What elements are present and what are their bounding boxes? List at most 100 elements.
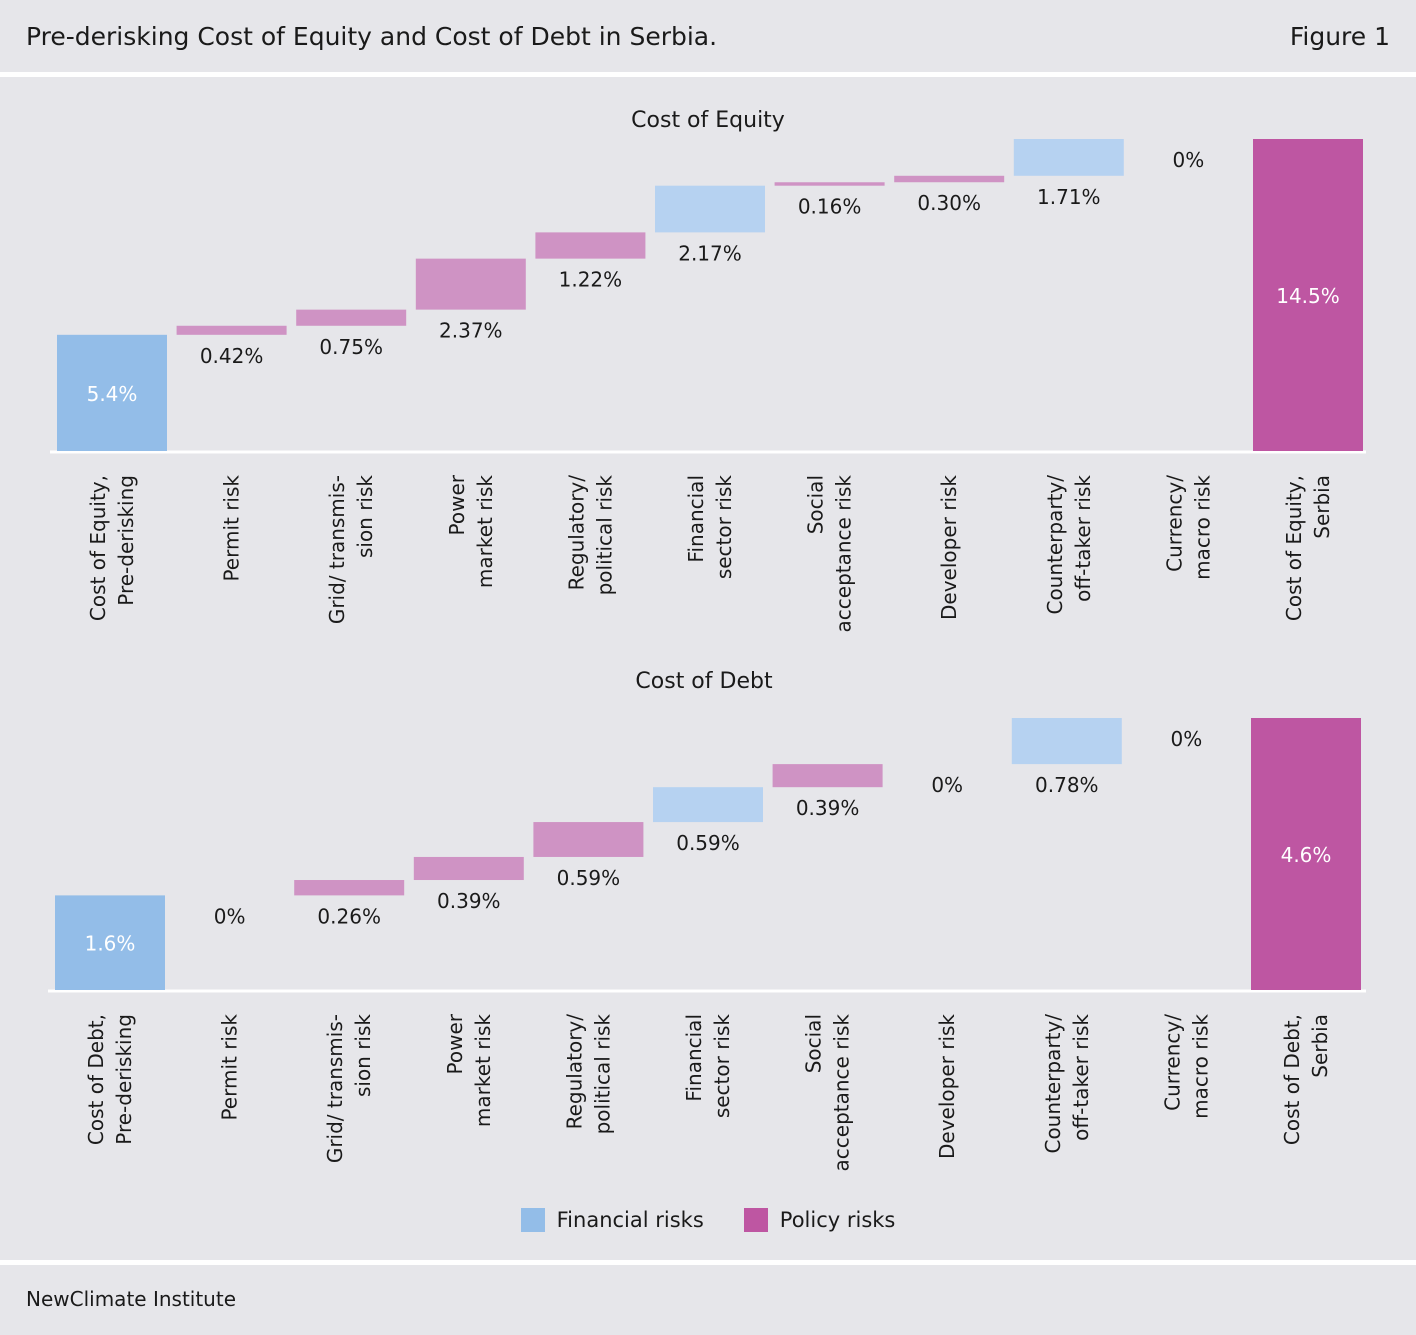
legend-label-policy: Policy risks [779, 1208, 896, 1232]
category-label: Social acceptance risk [802, 1014, 854, 1172]
category-label-line: Regulatory/ [562, 1014, 586, 1130]
waterfall-bar [55, 895, 165, 990]
value-label: 1.6% [85, 932, 136, 956]
waterfall-bar [772, 764, 883, 788]
value-label: 0.39% [437, 889, 501, 913]
category-label: Grid/ transmis-sion risk [323, 1014, 375, 1164]
waterfall-bar [57, 334, 167, 451]
category-label-line: Serbia [1308, 1014, 1332, 1078]
legend-swatch-policy [743, 1208, 768, 1232]
category-label: Cost of Equity, Serbia [1282, 475, 1334, 621]
category-label-line: Power [445, 474, 469, 535]
value-label: 0.30% [917, 191, 981, 215]
category-label: Developer risk [937, 475, 961, 620]
waterfall-bar [413, 856, 524, 881]
category-label-line: macro risk [1188, 1014, 1212, 1119]
waterfall-bar [1011, 718, 1122, 765]
waterfall-bar [294, 880, 405, 896]
footer-divider [0, 1260, 1416, 1265]
figure-header: Pre-derisking Cost of Equity and Cost of… [0, 0, 1416, 72]
chart-title: Cost of Debt [635, 669, 773, 694]
legend-item-policy: Policy risks [743, 1208, 896, 1232]
category-label: Power market risk [443, 1013, 495, 1127]
category-label: Regulatory/political risk [564, 475, 616, 596]
value-label: 0.39% [796, 796, 860, 820]
category-label-line: acceptance risk [830, 1014, 854, 1172]
value-label: 0.75% [319, 335, 383, 359]
legend-item-financial: Financial risks [520, 1208, 704, 1232]
value-label: 0.16% [798, 195, 862, 219]
category-label: Financial sector risk [684, 475, 736, 580]
category-label-line: Permit risk [218, 1014, 242, 1121]
category-label: Regulatory/political risk [562, 1014, 614, 1135]
category-label: Currency/macro risk [1162, 475, 1214, 580]
category-label-line: Regulatory/ [564, 475, 588, 591]
value-label: 4.6% [1281, 843, 1332, 867]
category-label-line: Pre-derisking [112, 1014, 136, 1145]
category-label: Counterparty/off-taker risk [1043, 475, 1095, 615]
value-label: 1.22% [559, 268, 623, 292]
category-label-line: political risk [592, 475, 616, 596]
category-label-line: off-taker risk [1071, 475, 1095, 602]
category-label: Power market risk [445, 474, 497, 588]
category-label-line: Cost of Equity, [1282, 475, 1306, 621]
category-label: Cost of Equity, Pre-derisking [86, 475, 138, 621]
category-label-line: acceptance risk [832, 475, 856, 633]
figure-number: Figure 1 [1289, 22, 1390, 51]
category-label-line: Pre-derisking [114, 475, 138, 606]
category-label-line: Grid/ transmis- [323, 1014, 347, 1163]
value-label: 0% [1173, 148, 1205, 172]
category-label: Developer risk [935, 1014, 959, 1159]
category-label-line: Currency/ [1160, 1014, 1184, 1111]
waterfall-bar [653, 787, 763, 823]
waterfall-bar [415, 258, 526, 310]
value-label: 2.37% [439, 319, 503, 343]
value-label: 5.4% [87, 382, 138, 406]
value-label: 0.59% [557, 866, 621, 890]
waterfall-bar [894, 175, 1005, 183]
category-label-line: Grid/ transmis- [325, 475, 349, 624]
category-label-line: Currency/ [1162, 475, 1186, 572]
category-label-line: Cost of Equity, [86, 475, 110, 621]
category-label: Financial sector risk [682, 1014, 734, 1119]
category-label-line: off-taker risk [1069, 1014, 1093, 1141]
value-label: 1.71% [1037, 185, 1101, 209]
category-label: Permit risk [218, 1014, 242, 1121]
category-label-line: Developer risk [935, 1014, 959, 1159]
category-label-line: Counterparty/ [1043, 475, 1067, 615]
value-label: 2.17% [678, 241, 742, 265]
category-label-line: sion risk [351, 1014, 375, 1097]
value-label: 0% [1171, 727, 1203, 751]
category-label-line: Power [443, 1013, 467, 1074]
category-label: Counterparty/off-taker risk [1041, 1014, 1093, 1154]
waterfall-bar [1013, 139, 1124, 176]
category-label-line: Serbia [1310, 475, 1334, 539]
waterfall-bar [1253, 139, 1363, 451]
category-label-line: sector risk [710, 1014, 734, 1119]
legend-label-financial: Financial risks [556, 1208, 704, 1232]
category-label-line: Permit risk [220, 475, 244, 582]
category-label-line: market risk [471, 1014, 495, 1128]
category-label: Cost of Debt, Pre-derisking [84, 1014, 136, 1145]
waterfall-bar [1251, 718, 1361, 990]
category-label-line: macro risk [1190, 475, 1214, 580]
source-credit: NewClimate Institute [26, 1287, 236, 1311]
value-label: 14.5% [1276, 284, 1340, 308]
category-label-line: market risk [473, 475, 497, 589]
category-label-line: Social [802, 1014, 826, 1073]
value-label: 0.78% [1035, 773, 1099, 797]
cost-of-debt-chart: Cost of Debt 1.6% Cost of Debt, Pre-deriski… [48, 669, 1366, 1172]
legend-swatch-financial [520, 1208, 545, 1232]
category-label-line: political risk [590, 1014, 614, 1135]
value-label: 0.59% [676, 831, 740, 855]
waterfall-bar [774, 182, 885, 186]
waterfall-bar [535, 232, 646, 259]
category-label-line: Counterparty/ [1041, 1014, 1065, 1154]
waterfall-bar [296, 309, 407, 326]
category-label: Grid/ transmis-sion risk [325, 475, 377, 625]
category-label-line: Financial [684, 475, 708, 563]
waterfall-bar [533, 822, 644, 857]
value-label: 0.26% [317, 904, 381, 928]
chart-legend: Financial risks Policy risks [0, 1200, 1416, 1240]
